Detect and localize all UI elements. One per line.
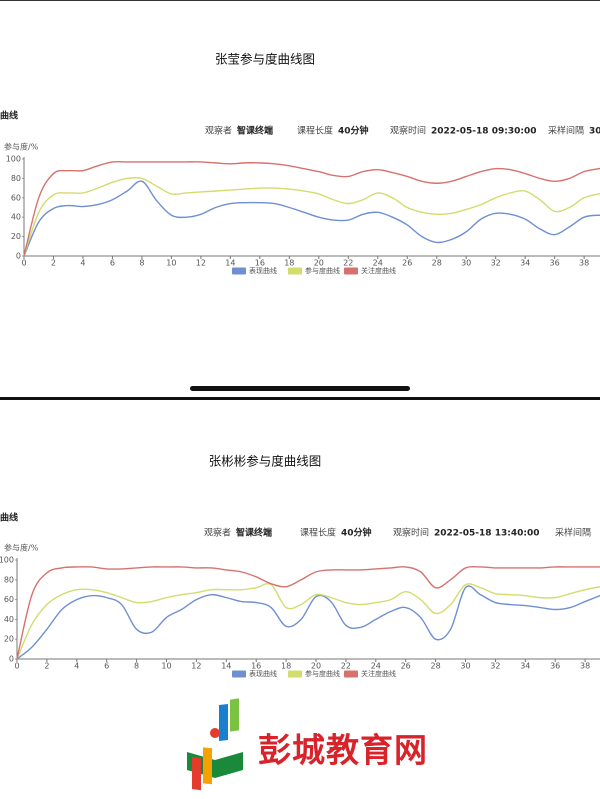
x-tick-label: 2 xyxy=(44,662,49,671)
x-tick-label: 10 xyxy=(166,259,176,268)
line-series xyxy=(23,180,600,257)
x-tick-label: 16 xyxy=(255,259,265,268)
legend-swatch xyxy=(288,267,302,275)
x-tick-label: 28 xyxy=(432,259,442,268)
x-tick-label: 36 xyxy=(550,259,560,268)
x-tick-label: 8 xyxy=(139,259,144,268)
y-tick-label: 40 xyxy=(4,615,14,624)
x-tick-label: 34 xyxy=(520,259,530,268)
x-tick-label: 26 xyxy=(401,662,411,671)
x-tick-label: 6 xyxy=(104,662,109,671)
y-tick-label: 40 xyxy=(11,213,21,222)
x-tick-label: 18 xyxy=(281,662,291,671)
line-series xyxy=(16,565,600,660)
x-tick-label: 32 xyxy=(490,662,500,671)
y-tick-label: 0 xyxy=(16,252,21,261)
legend-swatch xyxy=(344,670,358,678)
x-tick-label: 6 xyxy=(110,259,115,268)
x-tick-label: 10 xyxy=(161,662,171,671)
info-value: 30 xyxy=(589,127,600,137)
legend-label: 参与度曲线 xyxy=(305,669,340,678)
legend-swatch xyxy=(232,267,246,275)
legend-swatch xyxy=(232,670,246,678)
y-tick-label: 100 xyxy=(6,155,21,164)
x-tick-label: 4 xyxy=(80,259,85,268)
info-label: 课程长度 xyxy=(300,527,336,539)
x-tick-label: 30 xyxy=(460,662,470,671)
x-tick-label: 22 xyxy=(341,662,351,671)
info-value: 40分钟 xyxy=(341,527,372,539)
y-tick-label: 60 xyxy=(4,595,14,604)
x-tick-label: 0 xyxy=(21,259,26,268)
x-tick-label: 38 xyxy=(579,259,589,268)
chart-title: 张莹参与度曲线图 xyxy=(215,52,315,67)
info-label: 采样间隔 xyxy=(555,527,591,539)
info-value: 2022-05-18 09:30:00 xyxy=(431,127,536,137)
x-tick-label: 32 xyxy=(491,259,501,268)
x-tick-label: 20 xyxy=(314,259,324,268)
legend-label: 表现曲线 xyxy=(249,266,277,275)
info-value: 40分钟 xyxy=(338,125,369,137)
x-tick-label: 0 xyxy=(14,662,19,671)
info-label: 观察者 xyxy=(205,125,232,137)
info-label: 观察时间 xyxy=(393,527,429,539)
legend-swatch xyxy=(344,267,358,275)
line-series xyxy=(23,160,600,257)
info-label: 课程长度 xyxy=(297,125,333,137)
x-tick-label: 14 xyxy=(225,259,235,268)
legend-label: 表现曲线 xyxy=(249,669,277,678)
legend-label: 关注度曲线 xyxy=(361,266,396,275)
section-label: 曲线 xyxy=(0,110,18,122)
info-value: 智课终端 xyxy=(236,527,272,539)
y-axis-label: 参与度/% xyxy=(4,543,39,553)
x-tick-label: 2 xyxy=(51,259,56,268)
section-label: 曲线 xyxy=(0,512,18,524)
home-indicator xyxy=(190,386,410,391)
line-series xyxy=(16,585,600,660)
x-tick-label: 8 xyxy=(134,662,139,671)
y-tick-label: 80 xyxy=(11,174,21,183)
y-tick-label: 80 xyxy=(4,575,14,584)
x-tick-label: 34 xyxy=(520,662,530,671)
x-tick-label: 16 xyxy=(251,662,261,671)
x-tick-label: 12 xyxy=(191,662,201,671)
info-label: 观察者 xyxy=(204,527,231,539)
y-axis-label: 参与度/% xyxy=(4,142,39,152)
chart-title: 张彬彬参与度曲线图 xyxy=(209,454,322,469)
watermark: 彭城教育网 xyxy=(258,731,428,770)
legend-label: 关注度曲线 xyxy=(361,669,396,678)
legend-swatch xyxy=(288,670,302,678)
x-tick-label: 12 xyxy=(196,259,206,268)
info-value: 智课终端 xyxy=(237,125,273,137)
x-tick-label: 24 xyxy=(371,662,381,671)
x-tick-label: 24 xyxy=(373,259,383,268)
line-series xyxy=(16,583,600,660)
x-tick-label: 22 xyxy=(343,259,353,268)
x-tick-label: 18 xyxy=(284,259,294,268)
x-tick-label: 4 xyxy=(74,662,79,671)
y-tick-label: 60 xyxy=(11,193,21,202)
separator xyxy=(0,397,600,400)
x-tick-label: 38 xyxy=(580,662,590,671)
info-label: 观察时间 xyxy=(390,125,426,137)
y-tick-label: 20 xyxy=(11,232,21,241)
y-tick-label: 0 xyxy=(9,655,14,664)
x-tick-label: 20 xyxy=(311,662,321,671)
x-tick-label: 26 xyxy=(402,259,412,268)
logo-icon xyxy=(187,698,243,791)
y-tick-label: 20 xyxy=(4,635,14,644)
y-tick-label: 100 xyxy=(0,556,14,565)
legend-label: 参与度曲线 xyxy=(305,266,340,275)
info-label: 采样间隔 xyxy=(548,125,584,137)
x-tick-label: 28 xyxy=(431,662,441,671)
x-tick-label: 30 xyxy=(461,259,471,268)
info-value: 2022-05-18 13:40:00 xyxy=(434,529,539,539)
x-tick-label: 14 xyxy=(221,662,231,671)
x-tick-label: 36 xyxy=(550,662,560,671)
line-series xyxy=(23,176,600,257)
